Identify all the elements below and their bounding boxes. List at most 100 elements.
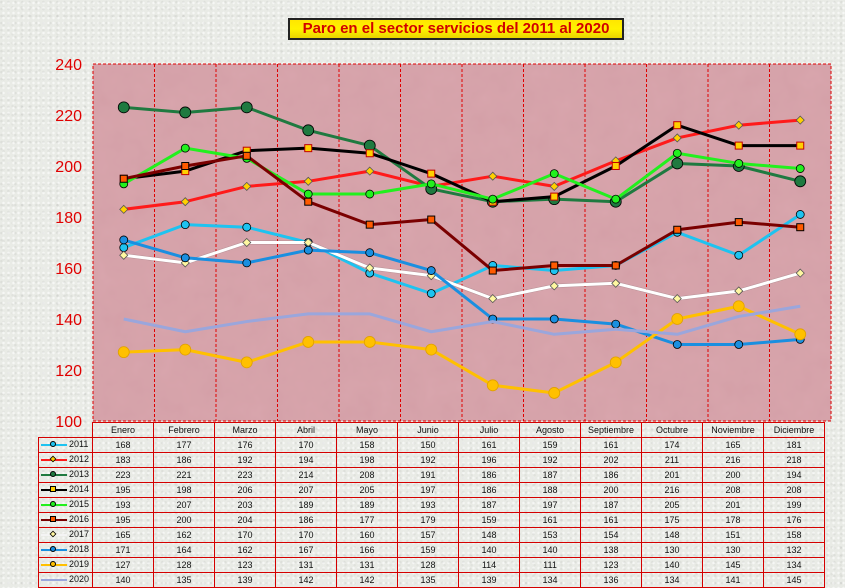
table-cell: 191	[397, 467, 459, 483]
y-tick-label: 220	[55, 108, 82, 125]
table-corner	[39, 423, 93, 438]
data-point	[242, 237, 252, 248]
table-cell: 135	[397, 572, 459, 588]
table-cell: 159	[458, 512, 520, 528]
data-point	[488, 294, 498, 304]
y-tick-label: 240	[55, 57, 82, 74]
legend-entry: 2013	[38, 467, 93, 483]
data-point	[180, 197, 190, 207]
legend-entry: 2018	[38, 542, 93, 558]
table-cell: 127	[92, 557, 154, 573]
data-point	[549, 281, 559, 291]
table-cell: 161	[519, 512, 581, 528]
data-point	[611, 162, 620, 170]
series-2020	[123, 304, 801, 336]
table-cell: 199	[763, 497, 825, 513]
table-cell: 159	[397, 542, 459, 558]
data-point	[303, 189, 313, 199]
table-cell: 134	[763, 557, 825, 573]
table-cell: 114	[458, 557, 520, 573]
table-cell: 198	[153, 482, 215, 498]
data-point	[365, 149, 374, 158]
table-cell: 134	[641, 572, 703, 588]
data-point	[304, 197, 313, 206]
table-cell: 204	[214, 512, 276, 528]
table-cell: 201	[641, 467, 703, 483]
data-point	[796, 141, 805, 150]
data-point	[673, 225, 682, 234]
table-cell: 161	[580, 512, 642, 528]
data-point	[365, 248, 375, 258]
table-cell: 208	[702, 482, 764, 498]
data-point	[240, 101, 253, 114]
table-cell: 134	[519, 572, 581, 588]
table-cell: 223	[214, 467, 276, 483]
data-point	[427, 215, 436, 224]
table-cell: 164	[153, 542, 215, 558]
table-cell: 151	[702, 527, 764, 543]
table-cell: 194	[275, 452, 337, 468]
table-cell: 197	[519, 497, 581, 513]
table-cell: 193	[92, 497, 154, 513]
data-point	[365, 189, 375, 199]
table-cell: 123	[214, 557, 276, 573]
legend-label: 2011	[69, 439, 89, 449]
table-row: 2014 195 198 206 207 205 197 186 188 200 216 208 208	[38, 482, 825, 498]
table-cell: 179	[397, 512, 459, 528]
data-point	[488, 171, 498, 181]
table-cell: 192	[397, 452, 459, 468]
table-cell: 193	[397, 497, 459, 513]
table-cell: 187	[519, 467, 581, 483]
grid-lines	[92, 63, 832, 422]
data-point	[794, 328, 807, 341]
table-cell: 167	[275, 542, 337, 558]
series-2013	[117, 101, 807, 208]
table-row: 2016 195 200 204 186 177 179 159 161 161 175 178 176	[38, 512, 825, 528]
table-cell: 159	[519, 437, 581, 453]
table-cell: 161	[580, 437, 642, 453]
data-point	[672, 133, 682, 143]
table-cell: 170	[275, 437, 337, 453]
legend-label: 2019	[69, 559, 90, 569]
data-point	[179, 343, 192, 356]
data-point	[611, 261, 620, 270]
data-point	[303, 245, 313, 255]
table-cell: 200	[580, 482, 642, 498]
table-cell: 136	[580, 572, 642, 588]
table-cell: 196	[458, 452, 520, 468]
x-tick-label: Febrero	[153, 422, 215, 438]
table-cell: 177	[153, 437, 215, 453]
data-point	[671, 313, 684, 325]
table-cell: 131	[275, 557, 337, 573]
table-cell: 189	[275, 497, 337, 513]
data-point	[363, 336, 376, 348]
data-point	[119, 235, 129, 245]
table-cell: 148	[458, 527, 520, 543]
y-tick-label: 120	[55, 363, 82, 380]
data-point	[242, 151, 251, 160]
table-row: 2011 168 177 176 170 158 150 161 159 161 174 165 181	[38, 437, 825, 453]
table-cell: 176	[763, 512, 825, 528]
table-cell: 157	[397, 527, 459, 543]
table-cell: 205	[336, 482, 398, 498]
table-cell: 158	[336, 437, 398, 453]
data-point	[426, 179, 436, 189]
x-tick-label: Abril	[275, 422, 337, 438]
data-point	[426, 266, 436, 275]
x-tick-label: Marzo	[214, 422, 276, 438]
data-point	[611, 278, 621, 288]
table-cell: 200	[153, 512, 215, 528]
table-cell: 145	[763, 572, 825, 588]
data-point	[794, 175, 807, 188]
data-point	[734, 286, 744, 296]
table-cell: 192	[214, 452, 276, 468]
data-point	[488, 266, 497, 275]
legend-entry: 2012	[38, 452, 93, 468]
table-cell: 188	[519, 482, 581, 498]
series-line	[123, 241, 801, 301]
data-point	[549, 181, 559, 191]
table-cell: 148	[641, 527, 703, 543]
table-cell: 207	[153, 497, 215, 513]
table-cell: 221	[153, 467, 215, 483]
x-tick-label: Junio	[397, 422, 459, 438]
